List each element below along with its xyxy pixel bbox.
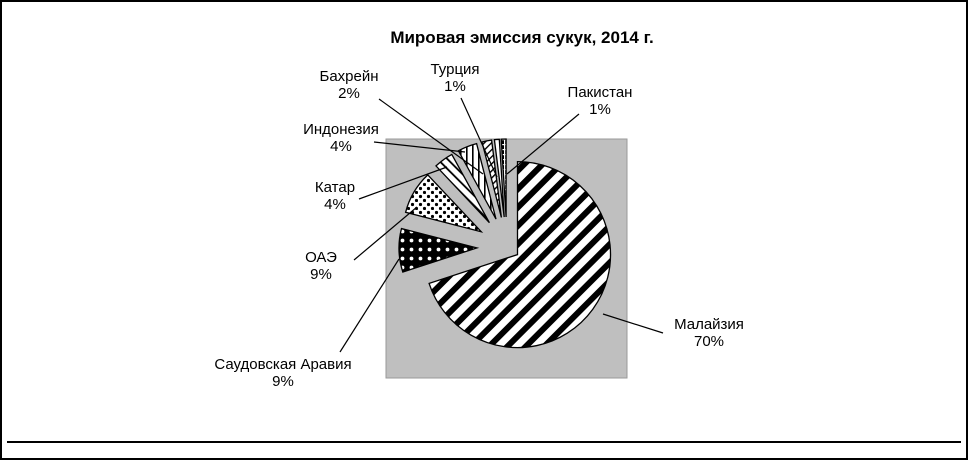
- pie-slice-2: [404, 173, 484, 233]
- slice-label-name: Бахрейн: [319, 68, 379, 85]
- leader-line-0: [602, 313, 664, 334]
- slice-label-saudi-arabia: Саудовская Аравия 9%: [173, 356, 393, 390]
- slice-label-name: Пакистан: [567, 84, 633, 101]
- pie-slice-7: [500, 138, 507, 218]
- slice-label-name: Катар: [314, 179, 356, 196]
- leader-line-3: [358, 166, 448, 200]
- slice-label-qatar: Катар 4%: [285, 179, 385, 213]
- leader-line-6: [460, 97, 498, 178]
- slice-label-name: Саудовская Аравия: [214, 356, 352, 373]
- pie-slice-3: [435, 153, 490, 224]
- slice-label-uae: ОАЭ 9%: [271, 249, 371, 283]
- slice-label-indonesia: Индонезия 4%: [281, 121, 401, 155]
- slice-label-pct: 4%: [324, 196, 346, 213]
- slice-label-malaysia: Малайзия 70%: [649, 316, 769, 350]
- chart-title: Мировая эмиссия сукук, 2014 г.: [390, 28, 654, 47]
- bottom-rule-line: [7, 441, 961, 443]
- leader-line-2: [353, 206, 418, 261]
- slice-label-name: ОАЭ: [305, 249, 337, 266]
- pie-slice-6: [493, 138, 505, 218]
- pie-slice-1: [398, 227, 480, 273]
- slice-label-pct: 9%: [310, 266, 332, 283]
- slice-label-pct: 1%: [589, 101, 611, 118]
- slice-label-name: Малайзия: [674, 316, 744, 333]
- slice-label-pct: 9%: [272, 373, 294, 390]
- slice-label-pakistan: Пакистан 1%: [550, 84, 650, 118]
- pie-slice-0: [428, 160, 612, 349]
- slice-label-pct: 4%: [330, 138, 352, 155]
- slice-label-turkey: Турция 1%: [405, 61, 505, 95]
- slice-label-name: Индонезия: [303, 121, 379, 138]
- leader-line-7: [506, 113, 580, 175]
- slice-label-pct: 2%: [338, 85, 360, 102]
- leader-line-5: [378, 98, 484, 175]
- leader-line-1: [339, 258, 400, 353]
- pie-slices: [398, 138, 612, 349]
- callout-leader-lines: [339, 97, 664, 353]
- slice-label-pct: 1%: [444, 78, 466, 95]
- slice-label-bahrain: Бахрейн 2%: [299, 68, 399, 102]
- slice-label-name: Турция: [430, 61, 480, 78]
- slice-label-pct: 70%: [693, 333, 725, 350]
- pie-slice-5: [481, 139, 503, 218]
